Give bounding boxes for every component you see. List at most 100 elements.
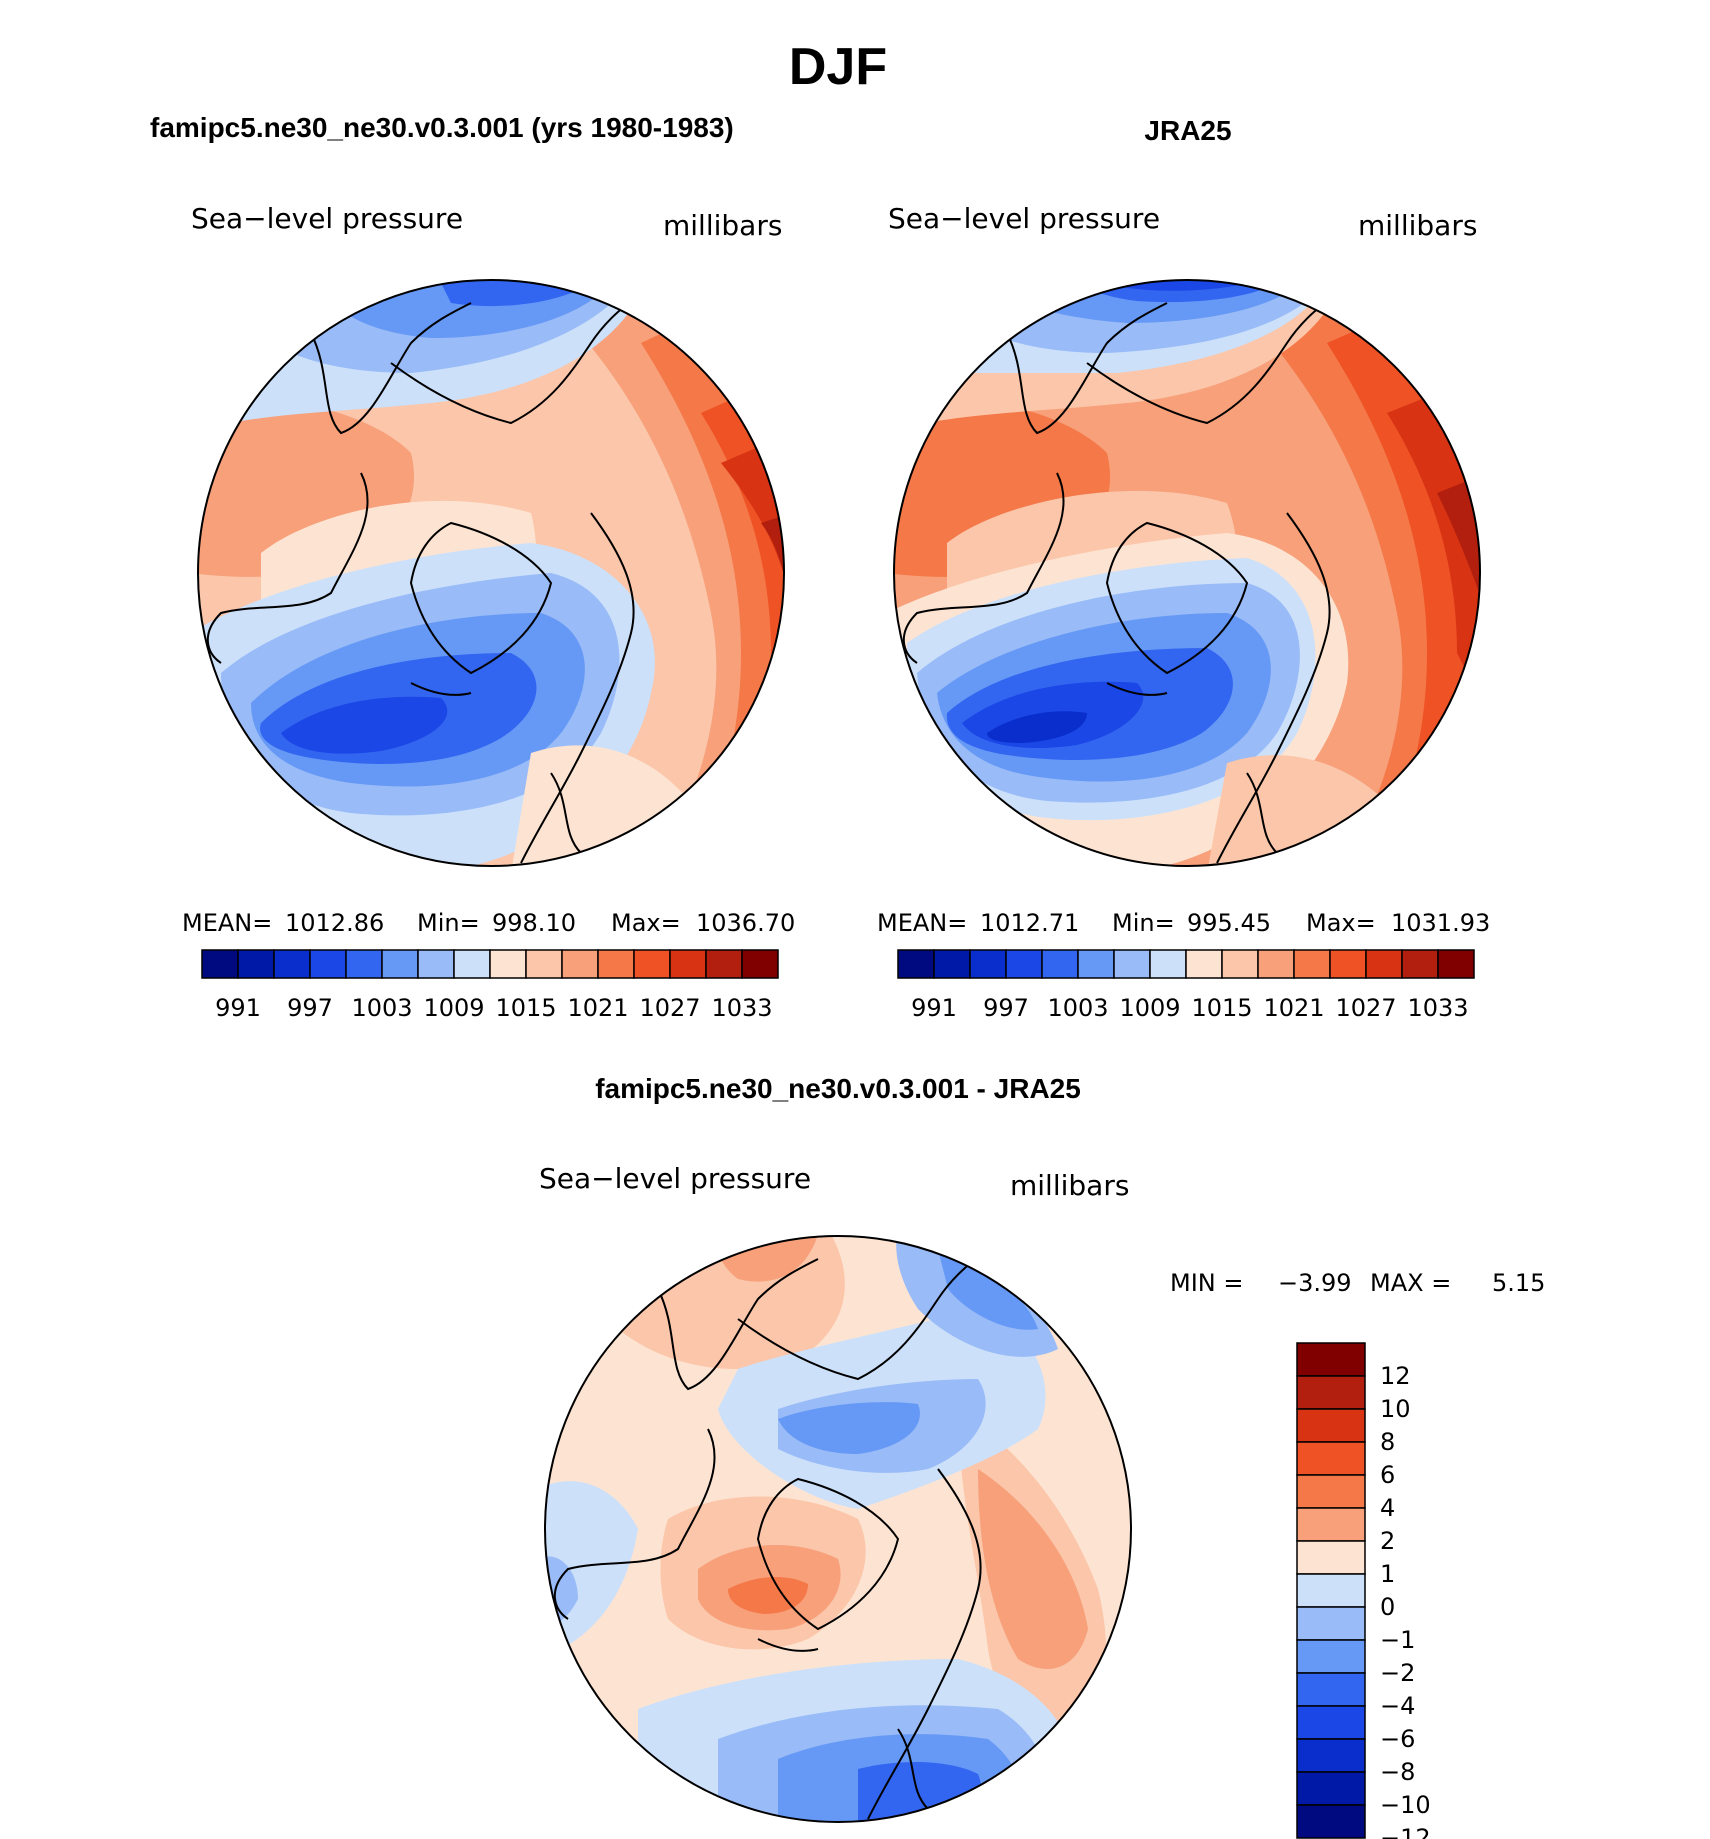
colorbar-tick-label: 12 [1380, 1362, 1411, 1390]
colorbar-tick-label: 8 [1380, 1428, 1395, 1456]
colorbar-swatch [1296, 1738, 1366, 1773]
season-title: DJF [789, 38, 887, 96]
colorbar-swatch [1365, 949, 1403, 979]
colorbar-swatch [1329, 949, 1367, 979]
colorbar-tick-label: −10 [1380, 1791, 1431, 1819]
colorbar-swatch [1293, 949, 1331, 979]
colorbar-tick-label: 991 [911, 994, 957, 1022]
svg-text:1012.71: 1012.71 [980, 909, 1079, 937]
diff-units-label: millibars [1010, 1169, 1129, 1202]
colorbar-tick-label: 1027 [639, 994, 700, 1022]
svg-text:5.15: 5.15 [1492, 1269, 1545, 1297]
colorbar-swatch [1041, 949, 1079, 979]
colorbar-tick-label: 0 [1380, 1593, 1395, 1621]
colorbar-swatch [1077, 949, 1115, 979]
diff-variable-label: Sea−level pressure [539, 1162, 811, 1195]
colorbar-tick-label: 1015 [495, 994, 556, 1022]
colorbar-swatch [1296, 1705, 1366, 1740]
model-panel-title: famipc5.ne30_ne30.v0.3.001 (yrs 1980-198… [150, 112, 734, 143]
colorbar-tick-label: 1009 [423, 994, 484, 1022]
colorbar-swatch [1296, 1507, 1366, 1542]
colorbar-swatch [1113, 949, 1151, 979]
model-colorbar: 991 997 1003 1009 1015 1021 1027 1033 [201, 949, 779, 1022]
svg-text:−3.99: −3.99 [1278, 1269, 1352, 1297]
colorbar-tick-label: 1003 [351, 994, 412, 1022]
colorbar-swatch [1296, 1342, 1366, 1377]
colorbar-swatch [1437, 949, 1475, 979]
colorbar-tick-label: 991 [215, 994, 261, 1022]
model-units-label: millibars [663, 209, 782, 242]
colorbar-tick-label: −8 [1380, 1758, 1415, 1786]
obs-variable-label: Sea−level pressure [888, 202, 1160, 235]
obs-colorbar: 991 997 1003 1009 1015 1021 1027 1033 [897, 949, 1475, 1022]
svg-text:Min=: Min= [417, 909, 480, 937]
svg-text:Max=: Max= [1306, 909, 1376, 937]
colorbar-swatch [1296, 1540, 1366, 1575]
colorbar-tick-label: 1003 [1047, 994, 1108, 1022]
colorbar-swatch [597, 949, 635, 979]
svg-text:Min=: Min= [1112, 909, 1175, 937]
colorbar-swatch [1401, 949, 1439, 979]
colorbar-swatch [1296, 1606, 1366, 1641]
colorbar-swatch [1296, 1804, 1366, 1839]
colorbar-swatch [969, 949, 1007, 979]
colorbar-swatch [1005, 949, 1043, 979]
colorbar-tick-label: 1021 [1263, 994, 1324, 1022]
colorbar-swatch [1221, 949, 1259, 979]
svg-text:MEAN=: MEAN= [877, 909, 967, 937]
colorbar-tick-label: 1033 [1407, 994, 1468, 1022]
colorbar-swatch [669, 949, 707, 979]
model-stats: MEAN= 1012.86 Min= 998.10 Max= 1036.70 [182, 909, 795, 937]
colorbar-swatch [453, 949, 491, 979]
colorbar-swatch [1149, 949, 1187, 979]
colorbar-swatch [1185, 949, 1223, 979]
colorbar-tick-label: −2 [1380, 1659, 1415, 1687]
svg-text:1036.70: 1036.70 [696, 909, 795, 937]
difference-polar-map [544, 1235, 1132, 1823]
colorbar-tick-label: 1027 [1335, 994, 1396, 1022]
colorbar-swatch [933, 949, 971, 979]
colorbar-swatch [741, 949, 779, 979]
svg-text:1031.93: 1031.93 [1391, 909, 1490, 937]
obs-polar-map [893, 279, 1481, 867]
colorbar-swatch [201, 949, 239, 979]
colorbar-tick-label: −12 [1380, 1824, 1431, 1839]
model-variable-label: Sea−level pressure [191, 202, 463, 235]
colorbar-tick-label: 1021 [567, 994, 628, 1022]
svg-text:995.45: 995.45 [1187, 909, 1271, 937]
colorbar-tick-label: 6 [1380, 1461, 1395, 1489]
colorbar-swatch [1296, 1441, 1366, 1476]
svg-text:Max=: Max= [611, 909, 681, 937]
colorbar-tick-label: 1015 [1191, 994, 1252, 1022]
colorbar-swatch [897, 949, 935, 979]
obs-panel-title: JRA25 [1144, 115, 1231, 146]
colorbar-tick-label: 1033 [711, 994, 772, 1022]
svg-text:MEAN=: MEAN= [182, 909, 272, 937]
colorbar-tick-label: −6 [1380, 1725, 1415, 1753]
colorbar-swatch [525, 949, 563, 979]
colorbar-swatch [273, 949, 311, 979]
colorbar-tick-label: 2 [1380, 1527, 1395, 1555]
obs-units-label: millibars [1358, 209, 1477, 242]
colorbar-swatch [345, 949, 383, 979]
colorbar-swatch [1296, 1474, 1366, 1509]
colorbar-swatch [381, 949, 419, 979]
colorbar-swatch [237, 949, 275, 979]
colorbar-swatch [1296, 1573, 1366, 1608]
colorbar-swatch [1257, 949, 1295, 979]
colorbar-tick-label: 10 [1380, 1395, 1411, 1423]
difference-stats: MIN = −3.99 MAX = 5.15 [1170, 1269, 1545, 1297]
colorbar-tick-label: 997 [983, 994, 1029, 1022]
colorbar-swatch [1296, 1672, 1366, 1707]
colorbar-swatch [1296, 1771, 1366, 1806]
colorbar-swatch [309, 949, 347, 979]
obs-stats: MEAN= 1012.71 Min= 995.45 Max= 1031.93 [877, 909, 1490, 937]
svg-text:MIN =: MIN = [1170, 1269, 1243, 1297]
colorbar-tick-label: −1 [1380, 1626, 1415, 1654]
model-polar-map [197, 279, 785, 867]
colorbar-swatch [1296, 1639, 1366, 1674]
colorbar-tick-label: 4 [1380, 1494, 1395, 1522]
colorbar-tick-label: 997 [287, 994, 333, 1022]
